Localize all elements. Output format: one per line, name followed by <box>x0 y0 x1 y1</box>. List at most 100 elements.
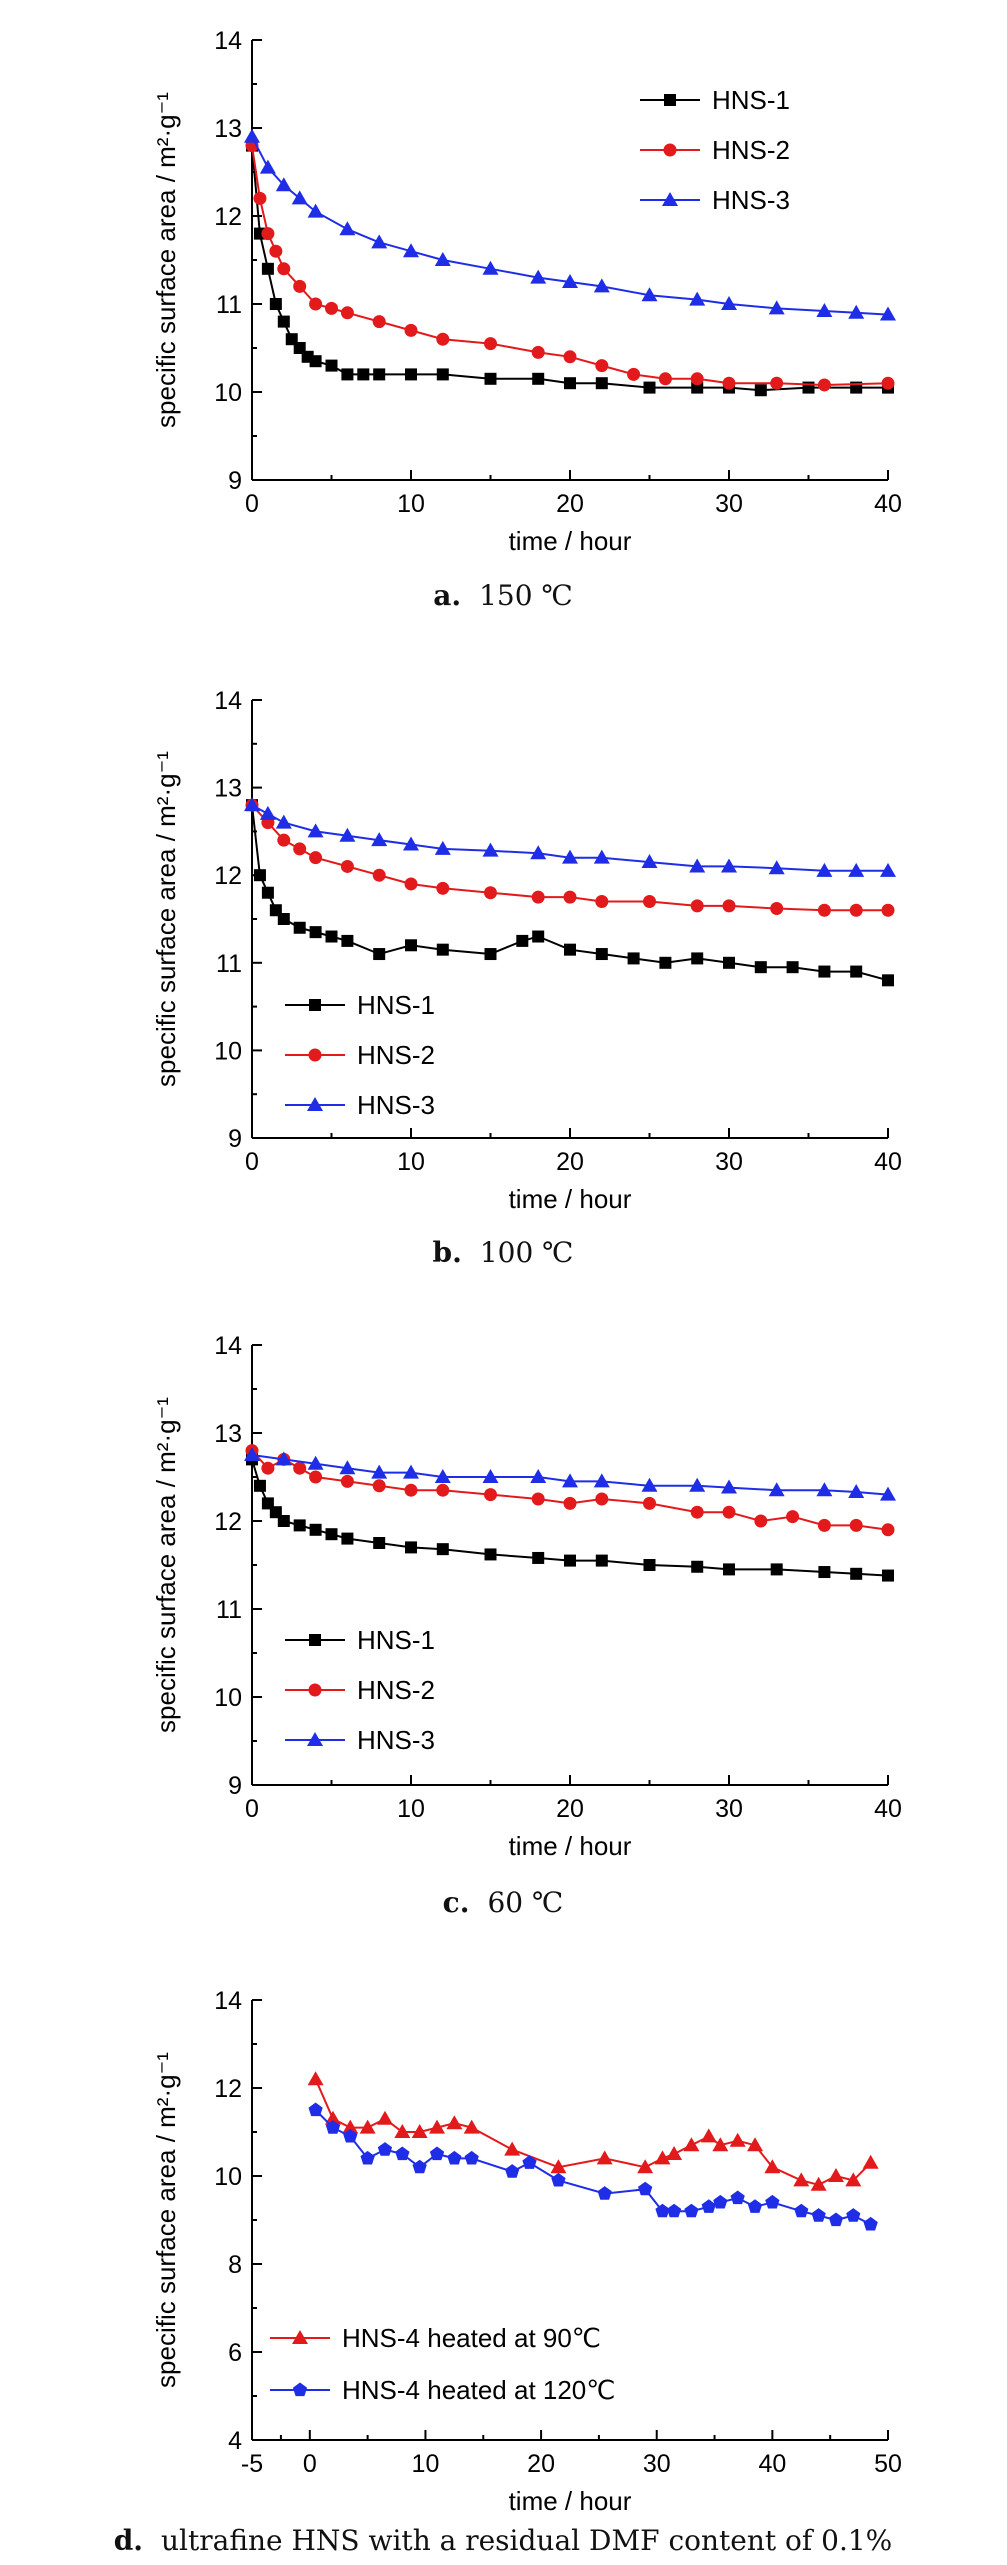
legend-label: HNS-3 <box>357 1090 435 1120</box>
x-tick-label: 10 <box>397 1795 425 1823</box>
data-point <box>253 869 266 882</box>
data-point <box>357 368 370 381</box>
data-point <box>446 2115 463 2130</box>
data-point <box>596 2150 613 2165</box>
y-tick-label: 11 <box>216 1596 242 1624</box>
data-point <box>593 1473 610 1488</box>
data-point <box>340 859 354 873</box>
series-line <box>251 1454 889 1496</box>
data-point <box>261 1461 275 1475</box>
series-HNS-2 <box>245 139 895 392</box>
data-point <box>816 862 833 877</box>
data-point <box>550 2159 567 2174</box>
data-point <box>275 177 292 192</box>
data-point <box>818 965 831 978</box>
x-tick-label: 0 <box>245 490 259 518</box>
data-point <box>371 1464 388 1479</box>
data-point <box>691 1560 704 1573</box>
data-point <box>817 903 831 917</box>
data-point <box>593 278 610 293</box>
caption-text: 150 ℃ <box>479 579 573 612</box>
data-point <box>436 943 449 956</box>
data-point <box>595 948 608 961</box>
data-point <box>259 159 276 174</box>
data-point <box>690 1505 704 1519</box>
panel-caption: c. 60 ℃ <box>443 1886 564 1919</box>
data-point <box>793 2172 810 2187</box>
legend-label: HNS-2 <box>357 1675 435 1705</box>
legend-label: HNS-2 <box>712 135 790 165</box>
data-point <box>770 901 784 915</box>
x-tick-label: 10 <box>397 490 425 518</box>
x-tick-label: 40 <box>758 2450 786 2478</box>
data-point <box>343 2128 358 2143</box>
data-point <box>269 298 282 310</box>
data-point <box>768 1482 785 1497</box>
caption-text: 60 ℃ <box>487 1886 563 1919</box>
data-point <box>729 2132 746 2147</box>
legend-entry: HNS-1 <box>285 1625 435 1655</box>
y-tick-label: 14 <box>214 27 242 55</box>
data-point <box>447 2150 462 2165</box>
data-point <box>325 1528 338 1541</box>
y-tick-label: 11 <box>216 291 242 319</box>
data-point <box>403 243 419 258</box>
data-point <box>683 2137 700 2152</box>
x-tick-label: 30 <box>715 1795 743 1823</box>
data-point <box>277 913 290 925</box>
caption-text: ultrafine HNS with a residual DMF conten… <box>161 2524 892 2557</box>
data-point <box>293 279 307 293</box>
data-point <box>880 1486 896 1501</box>
y-tick-label: 10 <box>214 379 242 407</box>
data-point <box>768 300 785 315</box>
data-point <box>531 890 545 904</box>
data-point <box>850 965 863 978</box>
x-tick-label: 10 <box>412 2450 440 2478</box>
y-axis-title: specific surface area / m²·g⁻¹ <box>151 751 181 1087</box>
data-point <box>643 1559 656 1571</box>
chart-panel-d: -5 0 10 20 30 40 50 4 6 8 10 12 14 time / hour specifi… <box>114 1987 902 2557</box>
y-tick-label: 12 <box>214 203 242 231</box>
data-point <box>293 921 306 934</box>
data-point <box>845 2172 862 2187</box>
data-point <box>817 378 831 392</box>
data-point <box>484 886 497 900</box>
data-point <box>627 952 640 965</box>
x-tick-label: 20 <box>556 1148 584 1176</box>
data-point <box>244 1447 260 1461</box>
legend-entry: HNS-2 <box>640 135 790 165</box>
legend-entry: HNS-1 <box>285 990 435 1020</box>
data-point <box>818 1566 831 1579</box>
data-point <box>641 287 658 302</box>
data-point <box>700 2128 717 2143</box>
legend-label: HNS-1 <box>712 85 790 115</box>
data-point <box>863 2216 878 2231</box>
data-point <box>307 203 324 218</box>
data-point <box>429 2146 445 2161</box>
data-point <box>641 854 658 869</box>
data-point <box>564 943 576 956</box>
data-point <box>340 306 354 320</box>
data-point <box>764 2159 781 2174</box>
data-point <box>595 377 608 390</box>
y-axis-title: specific surface area / m²·g⁻¹ <box>151 92 181 428</box>
data-point <box>395 2146 410 2161</box>
data-point <box>849 1518 863 1532</box>
data-point <box>309 1523 322 1536</box>
data-point <box>563 350 577 364</box>
data-point <box>627 367 641 381</box>
data-point <box>244 128 260 143</box>
data-point <box>659 956 672 969</box>
data-point <box>562 274 578 288</box>
data-point <box>530 269 547 284</box>
data-point <box>436 1483 450 1497</box>
data-point <box>881 903 895 917</box>
data-point <box>504 2141 521 2156</box>
data-point <box>701 2199 716 2213</box>
data-point <box>690 372 704 386</box>
y-tick-label: 12 <box>214 2075 242 2103</box>
data-point <box>643 894 656 908</box>
y-tick-label: 9 <box>228 1772 242 1800</box>
data-point <box>360 2150 375 2165</box>
y-axis-title: specific surface area / m²·g⁻¹ <box>151 1397 181 1733</box>
